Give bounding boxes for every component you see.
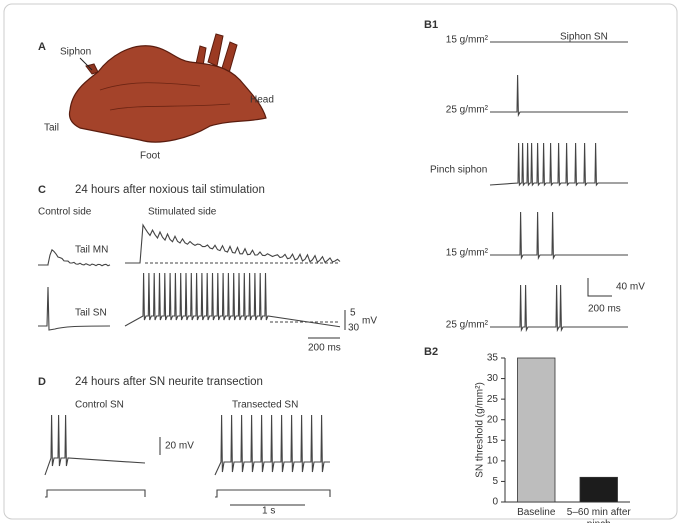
panel-title: 24 hours after noxious tail stimulation: [75, 184, 265, 196]
column-label: Control SN: [75, 400, 124, 411]
annotation: Tail: [44, 123, 59, 134]
panel-label: C: [38, 184, 46, 196]
row-label: Tail MN: [75, 245, 108, 256]
panel-title: 24 hours after SN neurite transection: [75, 376, 263, 388]
trace: [38, 286, 111, 331]
x-tick-label: 5–60 min after pinch: [566, 507, 631, 523]
trace: [214, 414, 330, 476]
pointer: [79, 57, 93, 71]
column-label: Transected SN: [232, 400, 298, 411]
panel-label: B2: [424, 346, 438, 358]
x-tick-label: Baseline: [517, 507, 556, 518]
annotation: Foot: [140, 151, 160, 162]
bar: [517, 357, 556, 503]
frame: [3, 3, 678, 520]
scale-label: 5: [350, 308, 356, 319]
scale-label: 200 ms: [588, 304, 621, 315]
y-tick-label: 30: [487, 373, 499, 384]
column-label: Control side: [38, 207, 92, 218]
trace: [124, 272, 341, 328]
row-label: 25 g/mm²: [446, 320, 489, 331]
y-tick-label: 25: [487, 394, 499, 405]
trace: [490, 74, 628, 118]
trace: [38, 248, 111, 267]
trace: [489, 142, 628, 187]
y-tick-label: 5: [492, 476, 498, 487]
scale-label: 40 mV: [616, 282, 645, 293]
scale-label: 200 ms: [308, 343, 341, 354]
bar: [579, 476, 618, 503]
panel-label: B1: [424, 19, 438, 31]
annotation: Siphon: [60, 47, 91, 58]
y-tick-label: 20: [487, 414, 499, 425]
y-tick-label: 0: [492, 497, 498, 508]
row-label: 25 g/mm²: [446, 105, 489, 116]
y-axis-label: SN threshold (g/mm²): [475, 382, 486, 478]
aplysia-drawing: [68, 33, 267, 143]
scale-label: mV: [362, 316, 377, 327]
trace: [490, 284, 628, 333]
trace: [215, 489, 331, 498]
scale-label: 30: [348, 323, 360, 334]
trace: [125, 223, 341, 264]
scale-label: 20 mV: [165, 441, 194, 452]
panel-label: D: [38, 376, 46, 388]
trace-title: Siphon SN: [560, 32, 608, 43]
trace: [490, 211, 628, 261]
y-tick-label: 10: [487, 455, 499, 466]
row-label: 15 g/mm²: [446, 248, 489, 259]
trace: [45, 489, 146, 498]
row-label: Tail SN: [75, 308, 107, 319]
panel-label: A: [38, 41, 46, 53]
row-label: 15 g/mm²: [446, 35, 489, 46]
trace: [44, 414, 146, 476]
column-label: Stimulated side: [148, 207, 217, 218]
y-tick-label: 15: [487, 435, 499, 446]
scale-bar: [587, 278, 612, 297]
annotation: Head: [250, 95, 274, 106]
scale-label: 1 s: [262, 506, 275, 517]
y-tick-label: 35: [487, 353, 499, 364]
row-label: Pinch siphon: [430, 165, 487, 176]
